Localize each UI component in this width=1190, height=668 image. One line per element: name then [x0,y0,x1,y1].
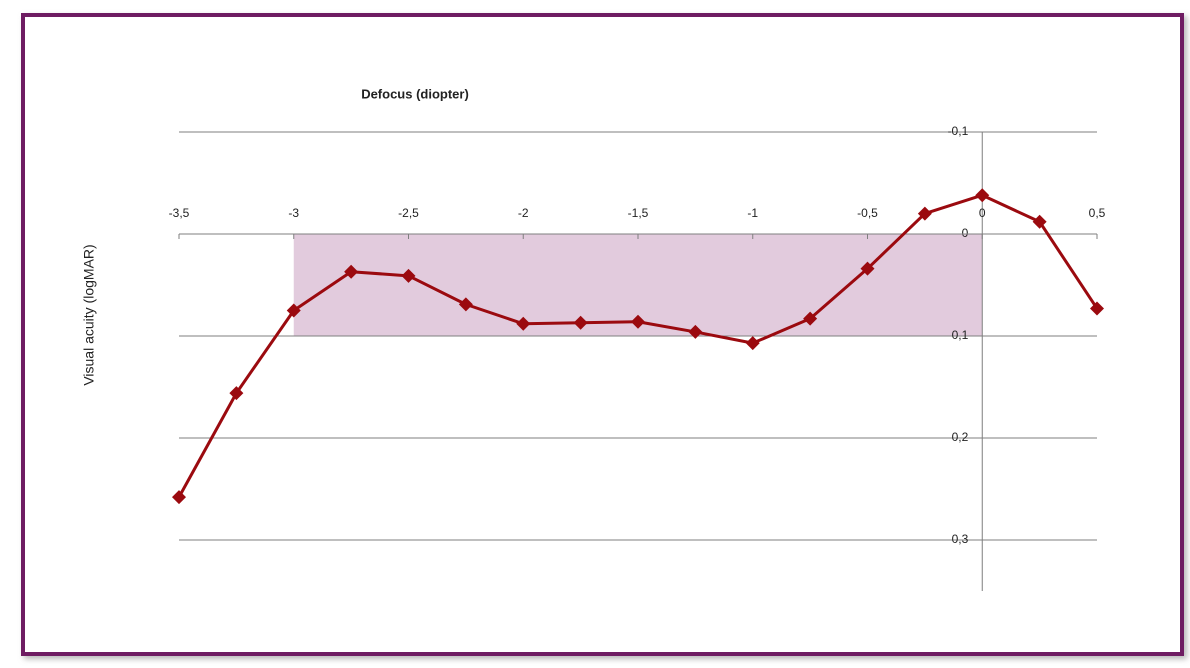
marker [344,264,359,279]
marker [516,316,531,331]
marker [573,315,588,330]
marker [286,303,301,318]
x-tick-label: -0,5 [857,206,878,220]
marker [803,311,818,326]
marker [1090,301,1104,316]
y-tick-label: 0,1 [952,328,969,342]
marker [458,297,473,312]
y-tick-label: -0,1 [948,124,969,138]
marker [631,314,645,329]
marker [860,261,875,276]
y-tick-label: 0,2 [952,430,969,444]
marker [229,386,244,401]
marker [745,336,760,351]
y-tick-label: 0 [962,226,969,240]
chart-title: Defocus (diopter) [361,86,469,101]
marker [917,206,932,221]
x-tick-label: -1 [747,206,758,220]
marker [975,188,990,203]
x-tick-label: -3 [288,206,299,220]
x-tick-label: -3,5 [169,206,190,220]
x-tick-label: -2 [518,206,529,220]
x-tick-label: 0,5 [1089,206,1106,220]
marker [1032,214,1047,229]
marker [401,268,416,283]
x-tick-label: 0 [979,206,986,220]
y-axis-label: Visual acuity (logMAR) [81,244,97,385]
marker [688,324,703,339]
x-tick-label: -2,5 [398,206,419,220]
x-tick-label: -1,5 [628,206,649,220]
marker [172,490,186,505]
y-tick-label: 0,3 [952,532,969,546]
